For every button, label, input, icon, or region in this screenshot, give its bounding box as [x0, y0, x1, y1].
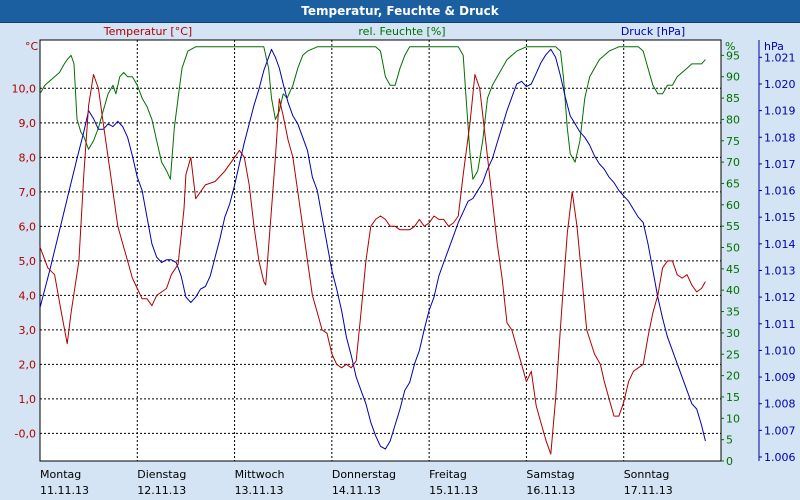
day-weekday-label: Freitag: [429, 468, 467, 481]
temperature-tick-label: 4,0: [19, 289, 37, 302]
temperature-unit: °C: [25, 40, 39, 53]
pressure-tick-label: 1.018: [764, 131, 796, 144]
temperature-tick-label: 2,0: [19, 358, 37, 371]
day-weekday-label: Sonntag: [624, 468, 670, 481]
temperature-tick-label: 8,0: [19, 151, 37, 164]
plot-area: [39, 39, 722, 462]
humidity-tick-label: 60: [726, 199, 740, 212]
humidity-tick-label: 85: [726, 92, 740, 105]
humidity-tick-label: 20: [726, 370, 740, 383]
temperature-tick-label: 7,0: [19, 186, 37, 199]
pressure-tick-label: 1.006: [764, 451, 796, 464]
axis-temperature: -0,0 1,0 2,0 3,0 4,0 5,0 6,0 7,0 8,0 9,0 10,0: [12, 82, 37, 440]
humidity-tick-label: 80: [726, 113, 740, 126]
humidity-tick-label: 0: [726, 455, 733, 468]
axis-humidity: 0 5 10 15 20 25 30 35 40 45 50 55 60 65 70 75 80 85 90 95: [721, 49, 740, 468]
humidity-tick-label: 40: [726, 284, 740, 297]
pressure-tick-label: 1.010: [764, 344, 796, 357]
pressure-tick-label: 1.015: [764, 211, 796, 224]
day-weekday-label: Mittwoch: [235, 468, 285, 481]
humidity-tick-label: 25: [726, 348, 740, 361]
pressure-unit: hPa: [764, 40, 784, 53]
day-weekday-label: Montag: [40, 468, 81, 481]
axis-days: Montag 11.11.13 Dienstag 12.11.13 Mittwoch 13…: [40, 468, 673, 497]
day-weekday-label: Dienstag: [137, 468, 186, 481]
temperature-tick-label: 5,0: [19, 255, 37, 268]
temperature-tick-label: 3,0: [19, 324, 37, 337]
humidity-tick-label: 5: [726, 434, 733, 447]
day-date-label: 13.11.13: [235, 484, 284, 497]
pressure-tick-label: 1.011: [764, 318, 796, 331]
window-title: Temperatur, Feuchte & Druck: [0, 0, 800, 23]
pressure-tick-label: 1.013: [764, 264, 796, 277]
temperature-tick-label: -0,0: [15, 427, 36, 440]
humidity-tick-label: 75: [726, 135, 740, 148]
humidity-tick-label: 45: [726, 263, 740, 276]
humidity-tick-label: 90: [726, 71, 740, 84]
pressure-axis-label: Druck [hPa]: [621, 25, 685, 38]
temperature-tick-label: 1,0: [19, 393, 37, 406]
humidity-tick-label: 10: [726, 412, 740, 425]
day-date-label: 14.11.13: [332, 484, 381, 497]
humidity-tick-label: 15: [726, 391, 740, 404]
day-date-label: 16.11.13: [526, 484, 575, 497]
humidity-axis-label: rel. Feuchte [%]: [358, 25, 445, 38]
pressure-tick-label: 1.014: [764, 238, 796, 251]
temperature-tick-label: 9,0: [19, 117, 37, 130]
temperature-tick-label: 6,0: [19, 220, 37, 233]
humidity-tick-label: 35: [726, 306, 740, 319]
humidity-unit: %: [725, 40, 735, 53]
series-layer: [39, 46, 706, 455]
humidity-tick-label: 95: [726, 49, 740, 62]
pressure-tick-label: 1.016: [764, 185, 796, 198]
temperature-axis-label: Temperatur [°C]: [103, 25, 192, 38]
pressure-tick-label: 1.007: [764, 424, 796, 437]
pressure-tick-label: 1.008: [764, 398, 796, 411]
day-weekday-label: Donnerstag: [332, 468, 396, 481]
day-date-label: 17.11.13: [624, 484, 673, 497]
pressure-line: [39, 48, 706, 450]
humidity-tick-label: 30: [726, 327, 740, 340]
pressure-tick-label: 1.019: [764, 105, 796, 118]
humidity-tick-label: 50: [726, 242, 740, 255]
pressure-tick-label: 1.017: [764, 158, 796, 171]
temperature-tick-label: 10,0: [12, 82, 37, 95]
pressure-tick-label: 1.012: [764, 291, 796, 304]
day-date-label: 11.11.13: [40, 484, 89, 497]
humidity-tick-label: 55: [726, 220, 740, 233]
humidity-tick-label: 65: [726, 177, 740, 190]
day-date-label: 12.11.13: [137, 484, 186, 497]
day-date-label: 15.11.13: [429, 484, 478, 497]
temperature-line: [39, 74, 706, 455]
pressure-tick-label: 1.009: [764, 371, 796, 384]
humidity-tick-label: 70: [726, 156, 740, 169]
pressure-tick-label: 1.020: [764, 78, 796, 91]
grid: [40, 40, 721, 461]
day-weekday-label: Samstag: [526, 468, 574, 481]
axis-pressure: 1.006 1.007 1.008 1.009 1.010 1.011 1.012 1.013…: [758, 40, 796, 464]
humidity-line: [39, 46, 706, 180]
pressure-tick-label: 1.021: [764, 51, 796, 64]
